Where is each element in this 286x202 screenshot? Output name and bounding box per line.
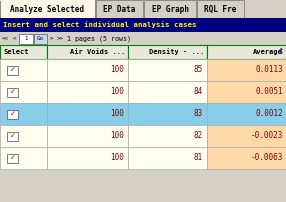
Bar xyxy=(47,59,128,81)
Bar xyxy=(48,34,55,44)
Bar xyxy=(207,59,286,81)
Text: 0.0051: 0.0051 xyxy=(255,87,283,97)
Bar xyxy=(7,109,18,119)
Text: 83: 83 xyxy=(194,109,203,119)
Text: -0.0023: -0.0023 xyxy=(251,132,283,141)
Text: ✓: ✓ xyxy=(9,67,15,73)
Text: Air Voids ...: Air Voids ... xyxy=(70,49,125,55)
Text: Analyze Selected: Analyze Selected xyxy=(11,4,84,14)
Bar xyxy=(7,132,18,141)
Text: 100: 100 xyxy=(110,87,124,97)
Text: EP Data: EP Data xyxy=(103,4,136,14)
Text: >: > xyxy=(50,36,53,41)
Bar xyxy=(128,59,207,81)
Text: 100: 100 xyxy=(110,109,124,119)
Bar xyxy=(128,81,207,103)
Bar xyxy=(47,103,128,125)
Bar xyxy=(47,125,128,147)
Text: 100: 100 xyxy=(110,132,124,141)
Bar xyxy=(47,45,128,59)
Text: Select: Select xyxy=(3,49,29,55)
Bar xyxy=(0,125,47,147)
Text: ↕: ↕ xyxy=(278,47,284,57)
Bar xyxy=(207,103,286,125)
Bar xyxy=(7,87,18,97)
Bar xyxy=(0,32,286,45)
Bar xyxy=(207,147,286,169)
Bar xyxy=(128,103,207,125)
Bar xyxy=(197,0,244,18)
Text: EP Graph: EP Graph xyxy=(152,4,188,14)
Text: ✓: ✓ xyxy=(9,89,15,95)
Text: Average: Average xyxy=(253,49,283,55)
Bar xyxy=(128,147,207,169)
Bar xyxy=(7,65,18,75)
Text: <: < xyxy=(13,36,16,41)
Bar xyxy=(0,59,47,81)
Text: Insert and select individual analysis cases: Insert and select individual analysis ca… xyxy=(3,22,196,28)
Bar xyxy=(34,34,47,44)
Text: 100: 100 xyxy=(110,65,124,75)
Text: <<: << xyxy=(2,36,9,41)
Text: 81: 81 xyxy=(194,154,203,162)
Bar xyxy=(207,81,286,103)
Bar xyxy=(0,81,47,103)
Bar xyxy=(128,125,207,147)
Bar xyxy=(7,154,18,162)
Text: Go: Go xyxy=(37,36,44,41)
Text: 0.0012: 0.0012 xyxy=(255,109,283,119)
Text: RQL Fre: RQL Fre xyxy=(204,4,237,14)
Text: 84: 84 xyxy=(194,87,203,97)
Bar xyxy=(56,34,65,44)
Text: 1 pages (5 rows): 1 pages (5 rows) xyxy=(67,35,131,42)
Bar xyxy=(0,0,95,18)
Text: ✓: ✓ xyxy=(9,155,15,161)
Bar xyxy=(0,0,95,1)
Text: Density - ...: Density - ... xyxy=(149,48,204,56)
Bar xyxy=(0,147,47,169)
Text: -0.0063: -0.0063 xyxy=(251,154,283,162)
Text: 1: 1 xyxy=(24,36,28,41)
Bar xyxy=(0,18,286,32)
Bar xyxy=(128,45,207,59)
Text: 100: 100 xyxy=(110,154,124,162)
Text: 82: 82 xyxy=(194,132,203,141)
Bar xyxy=(11,34,18,44)
Bar xyxy=(47,147,128,169)
Text: 85: 85 xyxy=(194,65,203,75)
Text: ✓: ✓ xyxy=(9,133,15,139)
Bar xyxy=(19,34,33,44)
Bar xyxy=(207,45,286,59)
Text: ✓: ✓ xyxy=(9,111,15,117)
Text: >>: >> xyxy=(57,36,64,41)
Bar xyxy=(144,0,196,18)
Bar xyxy=(0,45,47,59)
Bar xyxy=(47,81,128,103)
Text: 0.0113: 0.0113 xyxy=(255,65,283,75)
Bar xyxy=(96,0,143,18)
Bar xyxy=(207,125,286,147)
Bar xyxy=(1,34,10,44)
Bar xyxy=(0,103,47,125)
